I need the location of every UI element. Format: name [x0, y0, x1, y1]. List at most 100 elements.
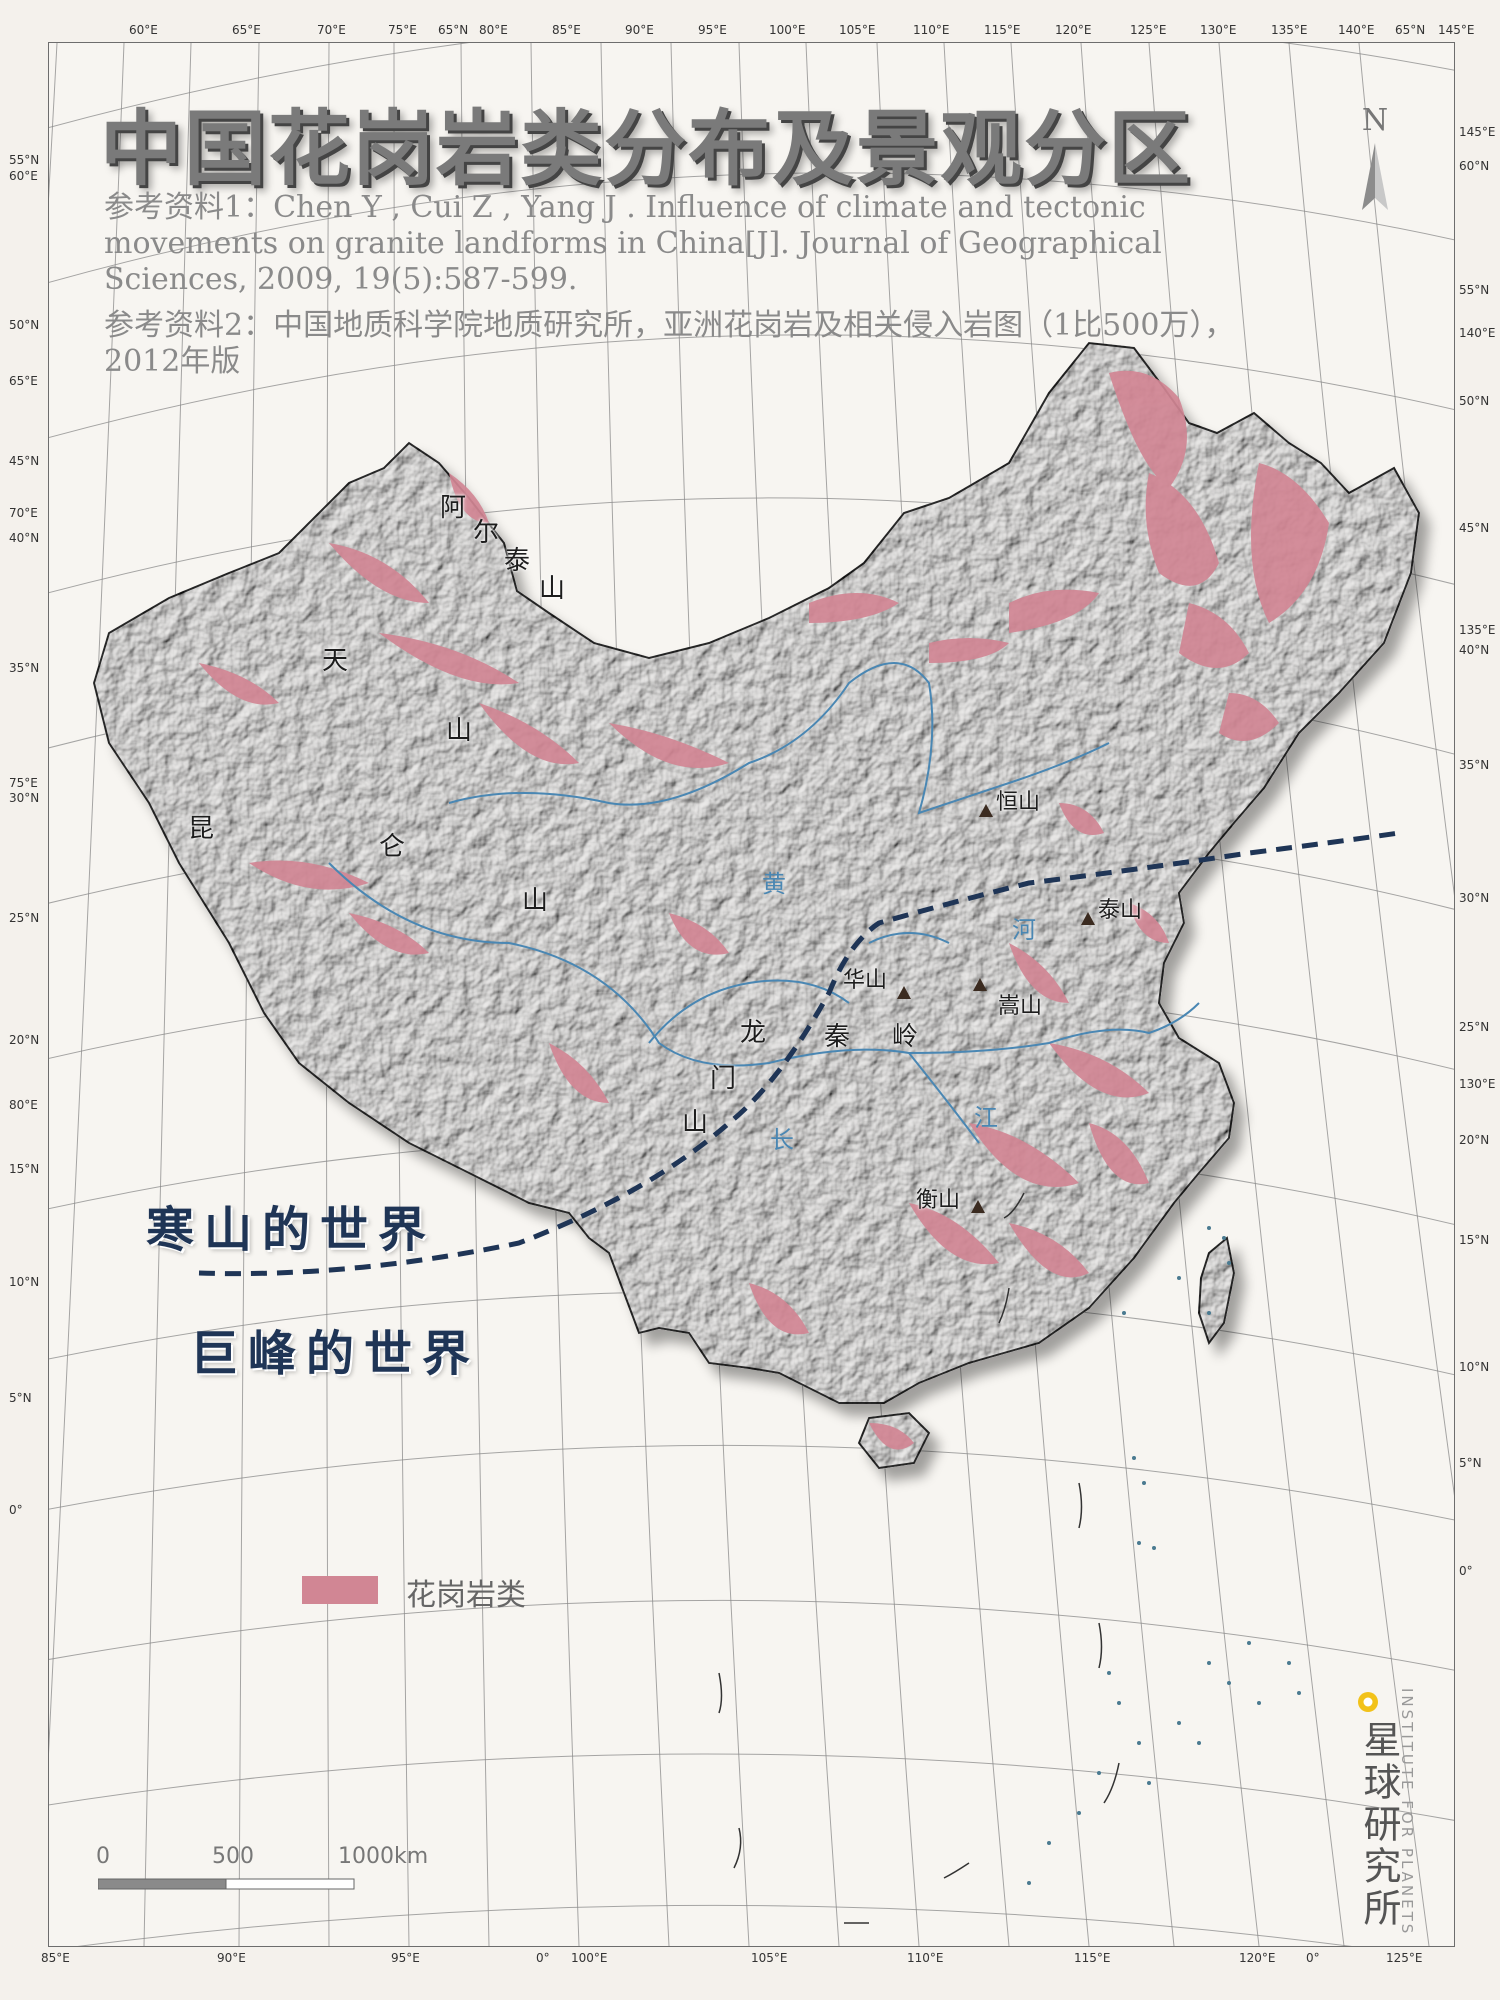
graticule-label-top: 135°E [1271, 23, 1308, 37]
graticule-label-bottom: 0° [536, 1951, 550, 1965]
graticule-label-top: 100°E [769, 23, 806, 37]
graticule-label-left: 65°E [9, 374, 38, 388]
graticule-label-bottom: 110°E [907, 1951, 944, 1965]
graticule-label-top: 75°E [388, 23, 417, 37]
graticule-label-top: 120°E [1055, 23, 1092, 37]
reference-line: Sciences, 2009, 19(5):587-599. [104, 262, 578, 297]
legend-granite-label: 花岗岩类 [406, 1578, 526, 1613]
reference-line: 2012年版 [104, 344, 241, 379]
graticule-label-bottom: 95°E [391, 1951, 420, 1965]
graticule-label-left: 60°E [9, 169, 38, 183]
river-huanghe-char: 黄 [762, 870, 786, 898]
peak-taishan-label: 泰山 [1098, 898, 1143, 923]
graticule-label-top: 95°E [698, 23, 727, 37]
graticule-label-bottom: 125°E [1386, 1951, 1423, 1965]
peak-huashan-label: 华山 [843, 968, 888, 993]
scale-label: 1000km [338, 1844, 429, 1869]
peak-hengshan-north-icon [979, 804, 993, 817]
range-altai-char: 泰 [504, 546, 531, 576]
graticule-label-top: 90°E [625, 23, 654, 37]
graticule-label-right: 60°N [1459, 159, 1490, 173]
nine-dash-line [718, 1192, 1120, 1924]
yellow-river [448, 662, 1110, 815]
graticule-label-left: 35°N [9, 661, 40, 675]
range-kunlun-char: 仑 [379, 832, 406, 862]
graticule-label-right: 35°N [1459, 758, 1490, 772]
graticule-label-bottom: 90°E [217, 1951, 246, 1965]
graticule-label-top: 125°E [1130, 23, 1167, 37]
graticule-label-top: 60°E [129, 23, 158, 37]
range-altai-char: 阿 [440, 493, 467, 523]
graticule-label-top: 85°E [552, 23, 581, 37]
graticule-label-top: 110°E [913, 23, 950, 37]
range-longmen-char: 龙 [740, 1018, 767, 1048]
graticule-label-left: 20°N [9, 1033, 40, 1047]
graticule-label-left: 25°N [9, 911, 40, 925]
legend-granite-swatch [302, 1576, 378, 1604]
peak-songshan-icon [973, 978, 987, 991]
peak-hengshan-south-label: 衡山 [916, 1188, 961, 1213]
range-kunlun-char: 山 [522, 886, 549, 916]
graticule-label-bottom: 85°E [41, 1951, 70, 1965]
range-qinling-char: 秦 [824, 1022, 851, 1052]
graticule-label-bottom: 115°E [1074, 1951, 1111, 1965]
graticule-label-top: 145°E [1438, 23, 1475, 37]
graticule-label-top: 115°E [984, 23, 1021, 37]
graticule-label-left: 5°N [9, 1391, 32, 1405]
zone-south-label: 巨峰的世界 [190, 1326, 481, 1382]
graticule-label-left: 0° [9, 1503, 23, 1517]
graticule-label-right: 15°N [1459, 1233, 1490, 1247]
graticule-label-left: 10°N [9, 1275, 40, 1289]
south-sea-islands [1027, 1226, 1301, 1885]
range-altai-char: 山 [539, 574, 566, 604]
zone-north-label: 寒山的世界 [146, 1202, 437, 1258]
graticule-label-right: 25°N [1459, 1020, 1490, 1034]
scale-bar [97, 1876, 358, 1895]
graticule-label-right: 5°N [1459, 1456, 1482, 1470]
range-longmen-char: 山 [682, 1108, 709, 1138]
peak-huashan-icon [897, 986, 911, 999]
graticule-label-top: 130°E [1200, 23, 1237, 37]
range-tianshan-char: 山 [446, 716, 473, 746]
graticule-label-right: 140°E [1459, 326, 1496, 340]
graticule-label-left: 40°N [9, 531, 40, 545]
range-kunlun-char: 昆 [188, 814, 215, 844]
graticule-label-right: 145°E [1459, 125, 1496, 139]
range-tianshan-char: 天 [322, 646, 349, 676]
graticule-label-right: 0° [1459, 1564, 1473, 1578]
graticule-label-right: 50°N [1459, 394, 1490, 408]
north-arrow-icon: N [1340, 98, 1410, 222]
graticule-label-right: 45°N [1459, 521, 1490, 535]
graticule-label-right: 40°N [1459, 643, 1490, 657]
map-canvas[interactable] [49, 43, 1454, 1946]
peak-hengshan-north-label: 恒山 [996, 790, 1041, 815]
reference-line: movements on granite landforms in China[… [104, 226, 1162, 261]
graticule-label-left: 55°N [9, 153, 40, 167]
reference-line: 参考资料1：Chen Y , Cui Z , Yang J . Influenc… [104, 190, 1146, 225]
map-frame: 60°E 65°E 70°E 75°E 65°N 80°E 85°E 90°E 95°E 100°… [9, 23, 1496, 1965]
graticule-label-right: 30°N [1459, 891, 1490, 905]
graticule-label-bottom: 120°E [1239, 1951, 1276, 1965]
river-changjiang-char: 江 [974, 1104, 998, 1132]
peak-songshan-label: 嵩山 [998, 994, 1043, 1019]
granite-patches [199, 370, 1329, 1450]
graticule-label-top: 70°E [317, 23, 346, 37]
graticule-label-left: 70°E [9, 506, 38, 520]
page-title: 中国花岗岩类分布及景观分区 [100, 101, 1193, 197]
north-arrow-label: N [1362, 103, 1388, 138]
graticule-label-left: 80°E [9, 1098, 38, 1112]
graticule-label-right: 135°E [1459, 623, 1496, 637]
graticule-label-left: 45°N [9, 454, 40, 468]
range-qinling-char: 岭 [892, 1022, 919, 1052]
graticule-label-top: 65°E [232, 23, 261, 37]
graticule-label-right: 20°N [1459, 1133, 1490, 1147]
graticule-label-bottom: 105°E [751, 1951, 788, 1965]
graticule-label-top: 80°E [479, 23, 508, 37]
graticule-label-right: 130°E [1459, 1077, 1496, 1091]
institute-logo-icon [1358, 1692, 1378, 1712]
scale-label: 0 [96, 1844, 110, 1869]
graticule-label-top: 65°N [438, 23, 469, 37]
river-huanghe-char: 河 [1012, 916, 1036, 944]
graticule-label-top: 65°N [1395, 23, 1426, 37]
graticule-label-left: 50°N [9, 318, 40, 332]
